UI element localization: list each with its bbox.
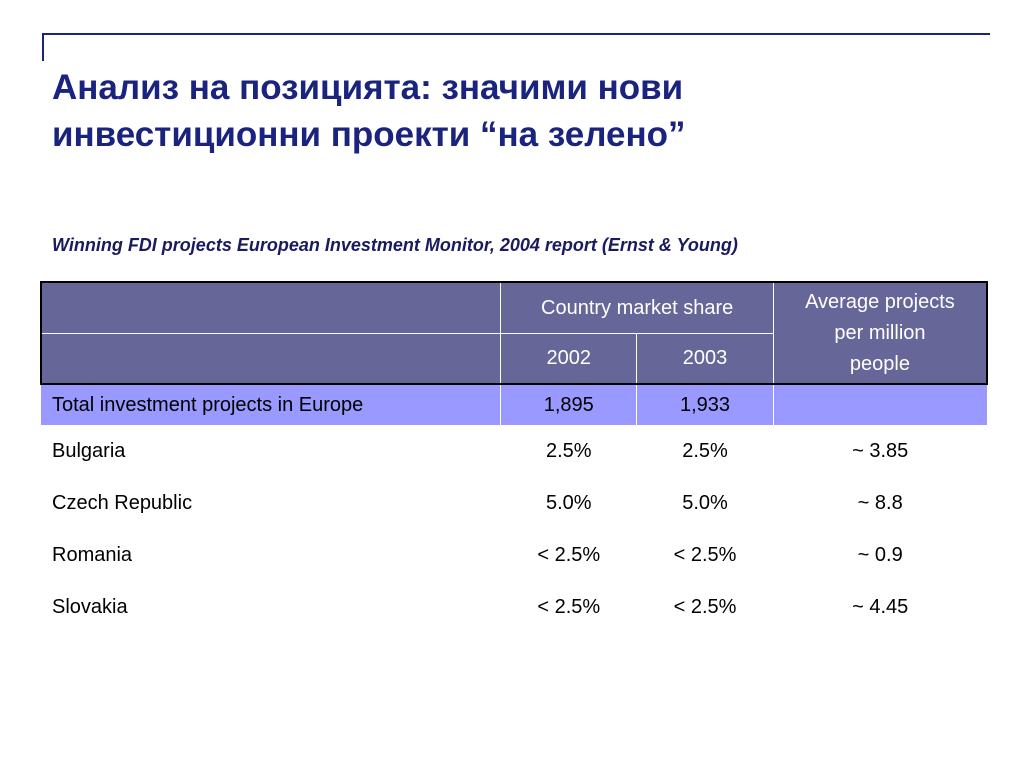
- source-subtitle: Winning FDI projects European Investment…: [52, 235, 738, 255]
- share-2002: < 2.5%: [500, 581, 637, 633]
- table-row: Czech Republic 5.0% 5.0% ~ 8.8: [41, 477, 987, 529]
- table-row: Bulgaria 2.5% 2.5% ~ 3.85: [41, 425, 987, 477]
- header-year-2002: 2002: [500, 333, 638, 385]
- header-empty-cell-bottom: [40, 333, 502, 385]
- country-name: Czech Republic: [41, 477, 501, 529]
- header-empty-cell-top: [40, 281, 502, 334]
- slide-title-line-1: Анализ на позицията: значими нови: [52, 68, 684, 107]
- total-row-2003: 1,933: [636, 384, 774, 425]
- title-rule-vertical: [42, 33, 44, 61]
- header-row-2: 2002 2003: [40, 333, 987, 385]
- header-year-2003: 2003: [636, 333, 774, 385]
- country-name: Slovakia: [41, 581, 501, 633]
- country-name: Romania: [41, 529, 501, 581]
- slide-title: Анализ на позицията: значими нови инвест…: [52, 64, 992, 158]
- average-projects: ~ 3.85: [773, 425, 987, 477]
- table-row: Romania < 2.5% < 2.5% ~ 0.9: [41, 529, 987, 581]
- share-2003: 5.0%: [636, 477, 774, 529]
- share-2002: 5.0%: [500, 477, 637, 529]
- share-2003: < 2.5%: [636, 529, 774, 581]
- header-average-line-2: per million: [834, 321, 926, 344]
- share-2003: 2.5%: [636, 425, 774, 477]
- header-average-line-3: people: [849, 352, 910, 375]
- header-row-1: Country market share Average projects pe…: [40, 281, 988, 385]
- total-row: Total investment projects in Europe 1,89…: [41, 384, 987, 425]
- table-row: Slovakia < 2.5% < 2.5% ~ 4.45: [41, 581, 987, 633]
- slide-title-line-2: инвестиционни проекти “на зелено”: [52, 115, 686, 154]
- share-2002: < 2.5%: [500, 529, 637, 581]
- fdi-projects-table: Country market share Average projects pe…: [40, 281, 988, 633]
- total-row-average: [772, 384, 987, 425]
- header-average-projects: Average projects per million people: [772, 281, 988, 385]
- title-rule-horizontal: [42, 33, 990, 35]
- total-row-label: Total investment projects in Europe: [41, 384, 501, 425]
- total-row-2002: 1,895: [500, 384, 637, 425]
- average-projects: ~ 4.45: [773, 581, 987, 633]
- average-projects: ~ 8.8: [773, 477, 987, 529]
- header-market-share: Country market share: [500, 281, 774, 334]
- average-projects: ~ 0.9: [773, 529, 987, 581]
- share-2002: 2.5%: [500, 425, 637, 477]
- header-average-line-1: Average projects: [805, 290, 955, 313]
- share-2003: < 2.5%: [636, 581, 774, 633]
- country-name: Bulgaria: [41, 425, 501, 477]
